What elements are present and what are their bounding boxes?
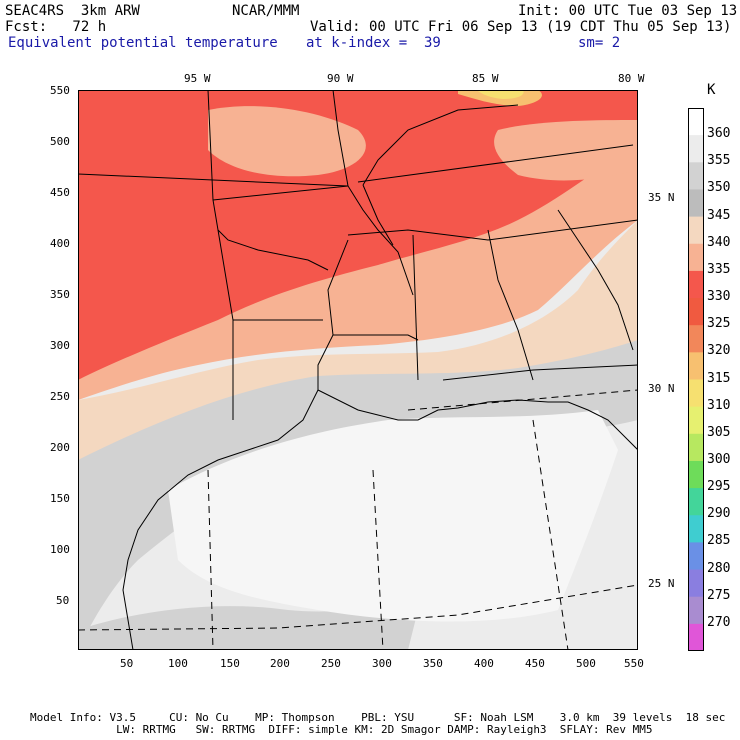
- colorbar-level-label: 345: [707, 207, 731, 223]
- field-band-335: [494, 120, 638, 181]
- dashed-grid: [78, 389, 638, 650]
- colorbar-unit: K: [707, 82, 716, 98]
- x-tick-label: 400: [474, 657, 494, 670]
- smoothing-label: sm= 2: [578, 35, 621, 51]
- org-label: NCAR/MMM: [232, 3, 300, 19]
- colorbar-level-label: 310: [707, 397, 731, 413]
- field-band-340: [78, 220, 638, 460]
- colorbar-level-label: 295: [707, 479, 731, 495]
- y-tick-label: 500: [50, 135, 70, 148]
- lon-label-85w: 85 W: [472, 72, 499, 85]
- colorbar-swatch: [688, 243, 704, 272]
- model-title: SEAC4RS 3km ARW: [5, 3, 140, 19]
- colorbar-level-label: 355: [707, 153, 731, 169]
- field-band-360: [168, 410, 618, 622]
- coastline: [122, 389, 638, 650]
- colorbar-level-label: 290: [707, 506, 731, 522]
- colorbar-swatch: [688, 406, 704, 435]
- colorbar-level-label: 335: [707, 261, 731, 277]
- colorbar-level-label: 285: [707, 533, 731, 549]
- colorbar-level-label: 330: [707, 289, 731, 305]
- x-tick-label: 550: [624, 657, 644, 670]
- colorbar-swatch: [688, 596, 704, 625]
- colorbar-level-label: 360: [707, 126, 731, 142]
- x-tick-label: 250: [321, 657, 341, 670]
- y-tick-label: 550: [50, 84, 70, 97]
- x-tick-label: 100: [168, 657, 188, 670]
- colorbar-swatch: [688, 623, 704, 651]
- field-band-335: [208, 106, 366, 177]
- x-tick-label: 300: [372, 657, 392, 670]
- colorbar-level-label: 340: [707, 234, 731, 250]
- colorbar-level-label: 325: [707, 316, 731, 332]
- x-tick-label: 50: [120, 657, 134, 670]
- colorbar-level-label: 305: [707, 424, 731, 440]
- colorbar-swatch: [688, 379, 704, 408]
- lon-label-95w: 95 W: [184, 72, 211, 85]
- colorbar-swatch: [688, 162, 704, 190]
- colorbar-swatch: [688, 216, 704, 245]
- colorbar-level-label: 275: [707, 587, 731, 603]
- field-band-315: [478, 90, 524, 99]
- colorbar-level-label: 280: [707, 560, 731, 576]
- field-band-330: [78, 90, 638, 380]
- init-time: Init: 00 UTC Tue 03 Sep 13: [518, 3, 738, 19]
- lon-label-80w: 80 W: [618, 72, 645, 85]
- field-name: Equivalent potential temperature: [8, 35, 278, 51]
- colorbar-level-label: 320: [707, 343, 731, 359]
- colorbar-level-label: 350: [707, 180, 731, 196]
- colorbar-swatch: [688, 460, 704, 489]
- footer-physics-info: LW: RRTMG SW: RRTMG DIFF: simple KM: 2D …: [30, 723, 653, 736]
- y-tick-label: 350: [50, 288, 70, 301]
- lon-label-90w: 90 W: [327, 72, 354, 85]
- y-tick-label: 150: [50, 492, 70, 505]
- lat-label-25n: 25 N: [648, 577, 675, 590]
- y-tick-label: 200: [50, 441, 70, 454]
- colorbar-swatch: [688, 352, 704, 380]
- valid-time: Valid: 00 UTC Fri 06 Sep 13 (19 CDT Thu …: [310, 19, 732, 35]
- y-tick-label: 300: [50, 339, 70, 352]
- y-tick-label: 100: [50, 543, 70, 556]
- colorbar-swatch: [688, 569, 704, 598]
- colorbar-swatch: [688, 108, 704, 136]
- x-tick-label: 200: [270, 657, 290, 670]
- colorbar-swatch: [688, 270, 704, 299]
- level-label: at k-index = 39: [306, 35, 441, 51]
- theta-e-map: [78, 90, 638, 650]
- colorbar-level-label: 270: [707, 614, 731, 630]
- state-borders: [78, 90, 638, 650]
- y-tick-label: 250: [50, 390, 70, 403]
- forecast-hour: Fcst: 72 h: [5, 19, 107, 35]
- colorbar-swatch: [688, 298, 704, 326]
- footer-model-info: Model Info: V3.5 CU: No Cu MP: Thompson …: [30, 711, 726, 724]
- colorbar-swatch: [688, 325, 704, 353]
- lat-label-30n: 30 N: [648, 382, 675, 395]
- x-tick-label: 500: [576, 657, 596, 670]
- y-tick-label: 50: [56, 594, 70, 607]
- colorbar-level-label: 315: [707, 370, 731, 386]
- colorbar-swatch: [688, 542, 704, 571]
- colorbar-swatch: [688, 515, 704, 543]
- colorbar: [688, 108, 704, 651]
- colorbar-swatch: [688, 433, 704, 462]
- colorbar-swatch: [688, 189, 704, 218]
- y-tick-label: 450: [50, 186, 70, 199]
- colorbar-swatch: [688, 488, 704, 516]
- x-tick-label: 450: [525, 657, 545, 670]
- colorbar-level-label: 300: [707, 451, 731, 467]
- x-tick-label: 350: [423, 657, 443, 670]
- map-frame: [78, 90, 638, 650]
- y-tick-label: 400: [50, 237, 70, 250]
- x-tick-label: 150: [220, 657, 240, 670]
- lat-label-35n: 35 N: [648, 191, 675, 204]
- colorbar-swatch: [688, 135, 704, 163]
